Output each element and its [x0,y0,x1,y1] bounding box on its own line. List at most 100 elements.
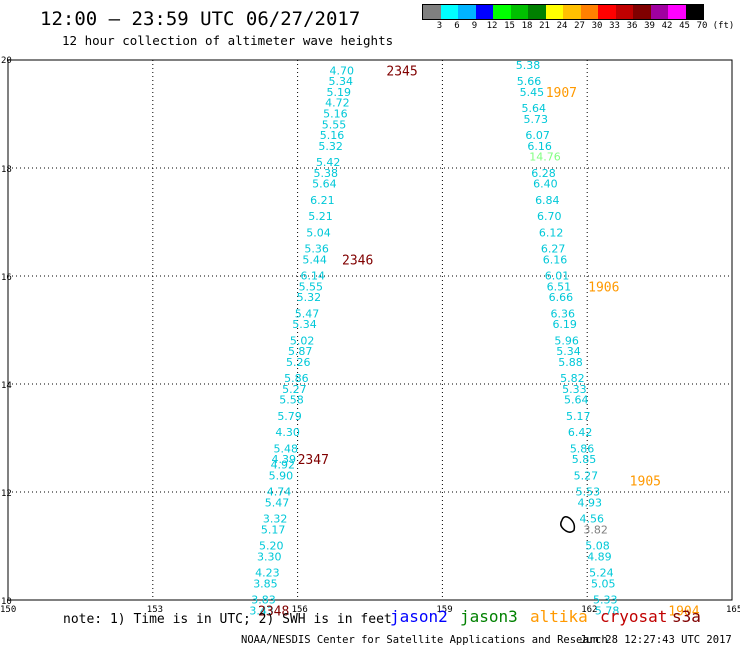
map-frame [7,59,733,601]
note-text: note: 1) Time is in UTC; 2) SWH is in fe… [63,612,392,627]
track-left-wave-height: 3.83 [251,593,275,606]
color-scale-label: 6 [454,21,460,31]
track-right-wave-height: 5.64 [564,394,589,407]
track-right-wave-height: 5.88 [558,356,583,369]
track-right-wave-height: 5.66 [517,75,542,88]
lon-tick-label: 159 [436,605,452,615]
track-right-wave-height: 5.33 [593,593,618,606]
color-scale-label: 21 [539,21,550,31]
track-left-wave-height: 5.64 [312,178,337,191]
track-left-time-label: 2345 [386,64,417,79]
track-left-wave-height: 5.36 [304,242,329,255]
track-left-time-label: 2348 [258,604,289,619]
track-right-wave-height: 6.16 [527,140,552,153]
lat-tick-label: 18 [1,165,12,175]
track-right-wave-height: 6.01 [545,269,570,282]
track-left-wave-height: 3.30 [257,550,282,563]
color-scale-cell [650,5,668,19]
track-left-wave-height: 5.42 [316,156,341,169]
track-left-wave-height: 3.85 [253,577,278,590]
track-left-wave-height: 6.21 [310,194,335,207]
track-left-wave-height: 5.47 [295,307,320,320]
track-left-wave-height: 4.30 [275,426,300,439]
color-scale-cell [440,5,458,19]
island-outline [560,516,576,533]
track-left-wave-height: 5.16 [323,107,348,120]
track-left-wave-height: 5.16 [320,129,345,142]
track-left-wave-height: 5.02 [290,334,315,347]
track-left-wave-height: 4.70 [329,64,354,77]
track-right-wave-height: 5.08 [585,539,610,552]
track-left-wave-height: 5.27 [282,383,307,396]
track-right-time-label: 1904 [668,604,699,619]
track-right-wave-height: 5.33 [562,383,587,396]
track-right-wave-height: 4.93 [578,496,603,509]
track-right-wave-height: 5.86 [570,442,595,455]
track-left-wave-height: 5.34 [292,318,317,331]
track-left-wave-height: 5.38 [314,167,339,180]
track-left-wave-height: 3.43 [249,604,273,617]
track-left-wave-height: 5.58 [279,394,304,407]
color-scale-label: 24 [556,21,568,31]
track-right-wave-height: 5.73 [523,113,548,126]
lon-tick-label: 150 [0,605,16,615]
track-left-wave-height: 5.86 [284,372,309,385]
lon-tick-label: 153 [147,605,163,615]
track-right-wave-height: 6.07 [525,129,550,142]
track-left-wave-height: 5.04 [306,226,331,239]
legend-jason2: jason2 [390,607,448,626]
color-scale-label: 36 [626,21,638,31]
footer-credit: NOAA/NESDIS Center for Satellite Applica… [241,634,608,646]
track-left-wave-height: 5.55 [322,118,347,131]
legend-altika: altika [530,607,588,626]
color-scale-cell [458,5,476,19]
track-right-wave-height: 3.82 [583,523,608,536]
color-scale-label: 45 [679,21,690,31]
track-right-wave-height: 6.19 [552,318,577,331]
track-right-time-label: 1905 [630,475,661,490]
color-scale-label: (ft) [712,21,735,31]
color-scale-cell [545,5,563,19]
lat-tick-label: 20 [1,56,12,66]
color-scale-cell [528,5,546,19]
color-scale-cell [493,5,511,19]
color-scale-label: 33 [609,21,620,31]
color-scale-cell [668,5,686,19]
track-right-wave-height: 5.38 [516,59,541,72]
track-left-wave-height: 4.72 [325,97,350,110]
lon-tick-label: 156 [292,605,308,615]
track-left-wave-height: 5.20 [259,539,284,552]
track-left-wave-height: 4.39 [272,453,297,466]
track-right-wave-height: 6.40 [533,178,558,191]
track-left-time-label: 2346 [342,253,373,268]
lat-tick-label: 16 [1,273,12,283]
lat-tick-label: 12 [1,489,12,499]
track-left-wave-height: 5.19 [327,86,352,99]
track-left-wave-height: 5.87 [288,345,313,358]
track-right-wave-height: 5.96 [554,334,579,347]
track-right-wave-height: 6.51 [547,280,572,293]
color-scale-label: 15 [504,21,515,31]
color-scale-label: 3 [436,21,443,31]
track-left-wave-height: 4.74 [267,485,292,498]
track-left-wave-height: 5.32 [318,140,343,153]
legend-cryosat: cryosat [600,607,668,626]
color-scale-label: 9 [471,21,478,31]
track-right-wave-height: 5.64 [522,102,547,115]
track-right-wave-height: 6.28 [531,167,556,180]
track-right-wave-height: 5.78 [595,604,620,617]
track-right-wave-height: 6.42 [568,426,593,439]
track-right-wave-height: 5.53 [576,485,601,498]
color-scale-label: 39 [644,21,655,31]
track-left-wave-height: 5.17 [261,523,286,536]
lon-tick-label: 165 [726,605,740,615]
lon-tick-label: 162 [581,605,597,615]
track-right-wave-height: 5.34 [556,345,581,358]
track-right-wave-height: 6.12 [539,226,564,239]
track-right-wave-height: 6.36 [551,307,576,320]
track-left-wave-height: 5.32 [297,291,322,304]
track-left-wave-height: 5.48 [273,442,298,455]
color-scale-cell [633,5,651,19]
track-left-time-label: 2347 [298,453,329,468]
